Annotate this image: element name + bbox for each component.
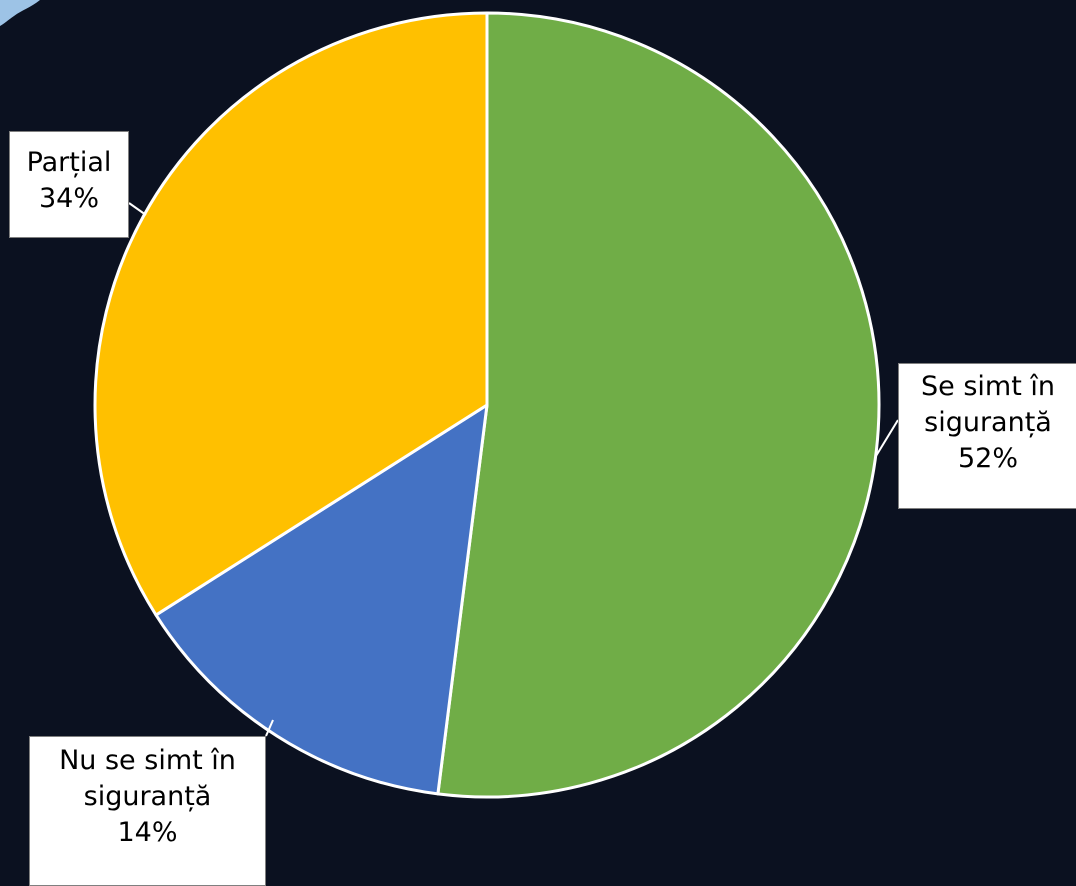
label-line: Parțial xyxy=(26,147,112,178)
slice-nu-se-simt xyxy=(154,403,489,796)
leader-line-se-simt xyxy=(875,419,899,457)
label-line: siguranță xyxy=(924,407,1052,438)
corner-decoration xyxy=(0,0,40,26)
leader-line-nu-se-simt xyxy=(265,719,274,737)
leader-line-partial xyxy=(128,202,147,216)
data-label-se-simt: Se simt în siguranță 52% xyxy=(898,363,1076,509)
percent-label: 52% xyxy=(957,443,1018,474)
slice-se-simt xyxy=(436,11,881,799)
percent-label: 34% xyxy=(38,183,99,214)
data-label-partial: Parțial 34% xyxy=(9,131,129,238)
label-line: Se simt în xyxy=(921,371,1055,402)
data-label-nu-se-simt: Nu se simt în siguranță 14% xyxy=(29,736,266,886)
slice-partial xyxy=(93,11,489,617)
percent-label: 14% xyxy=(117,817,178,848)
label-line: siguranță xyxy=(83,781,212,812)
label-line: Nu se simt în xyxy=(59,745,236,776)
